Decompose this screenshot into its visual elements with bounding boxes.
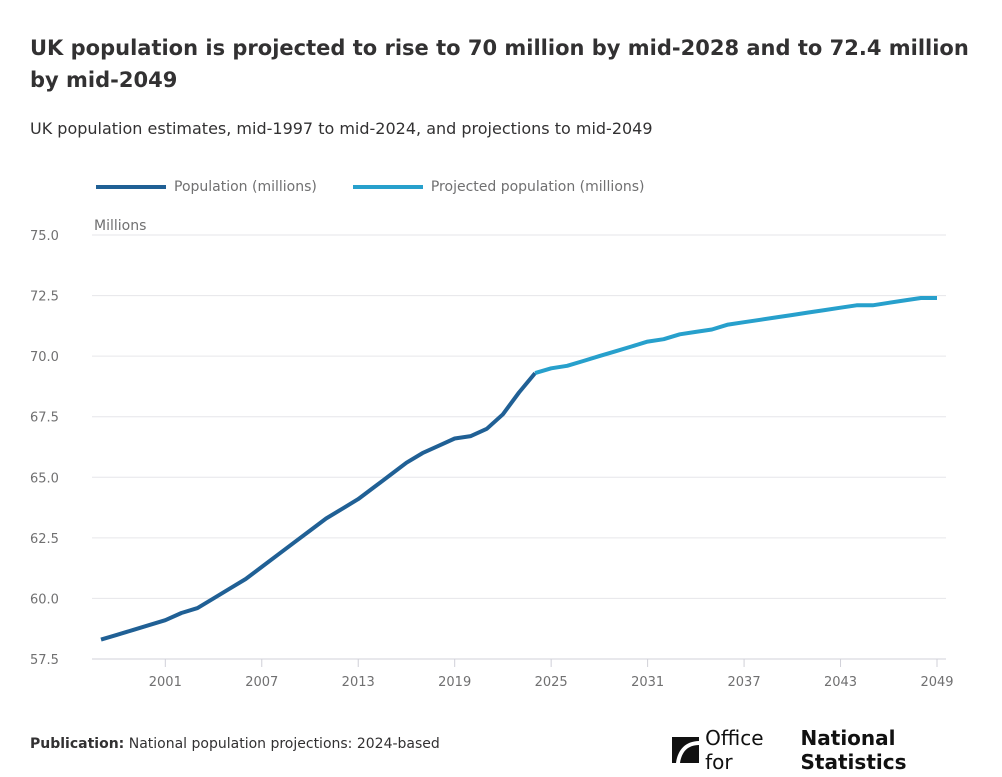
y-tick-label: 62.5	[30, 532, 59, 547]
footer-label: Publication:	[30, 736, 125, 752]
legend-label-projected: Projected population (millions)	[430, 179, 645, 195]
y-tick-label: 67.5	[30, 411, 59, 426]
x-tick-label: 2007	[245, 675, 278, 690]
x-tick-label: 2019	[438, 675, 471, 690]
y-tick-label: 65.0	[30, 471, 59, 486]
legend-item-projected: Projected population (millions)	[352, 179, 645, 195]
legend-item-population: Population (millions)	[96, 179, 317, 195]
y-tick-label: 70.0	[30, 350, 59, 365]
ons-logo-icon	[672, 737, 700, 763]
x-tick-label: 2031	[631, 675, 664, 690]
projected-population-line	[534, 296, 937, 376]
ons-logo: Office for National Statistics	[672, 726, 1002, 774]
legend-swatch-population	[96, 185, 166, 189]
x-tick-label: 2001	[149, 675, 182, 690]
footer: Publication: National population project…	[30, 736, 440, 752]
y-tick-label: 57.5	[30, 653, 59, 668]
x-tick-label: 2049	[920, 675, 953, 690]
x-tick-label: 2037	[728, 675, 761, 690]
footer-publication: National population projections: 2024-ba…	[128, 736, 440, 752]
x-tick-label: 2043	[824, 675, 857, 690]
y-tick-label: 60.0	[30, 592, 59, 607]
population-line	[100, 371, 537, 642]
x-tick-label: 2025	[535, 675, 568, 690]
logo-text-light: Office for	[705, 726, 764, 774]
chart-subtitle: UK population estimates, mid-1997 to mid…	[30, 119, 653, 138]
logo-text-bold: National Statistics	[800, 726, 907, 774]
x-tick-label: 2013	[342, 675, 375, 690]
y-axis-label: Millions	[94, 218, 146, 234]
legend-label-population: Population (millions)	[174, 179, 317, 195]
legend: Population (millions) Projected populati…	[96, 179, 681, 195]
legend-swatch-projected	[352, 185, 423, 189]
y-tick-label: 72.5	[30, 290, 59, 305]
chart-title: UK population is projected to rise to 70…	[30, 36, 969, 92]
y-tick-label: 75.0	[30, 229, 59, 244]
